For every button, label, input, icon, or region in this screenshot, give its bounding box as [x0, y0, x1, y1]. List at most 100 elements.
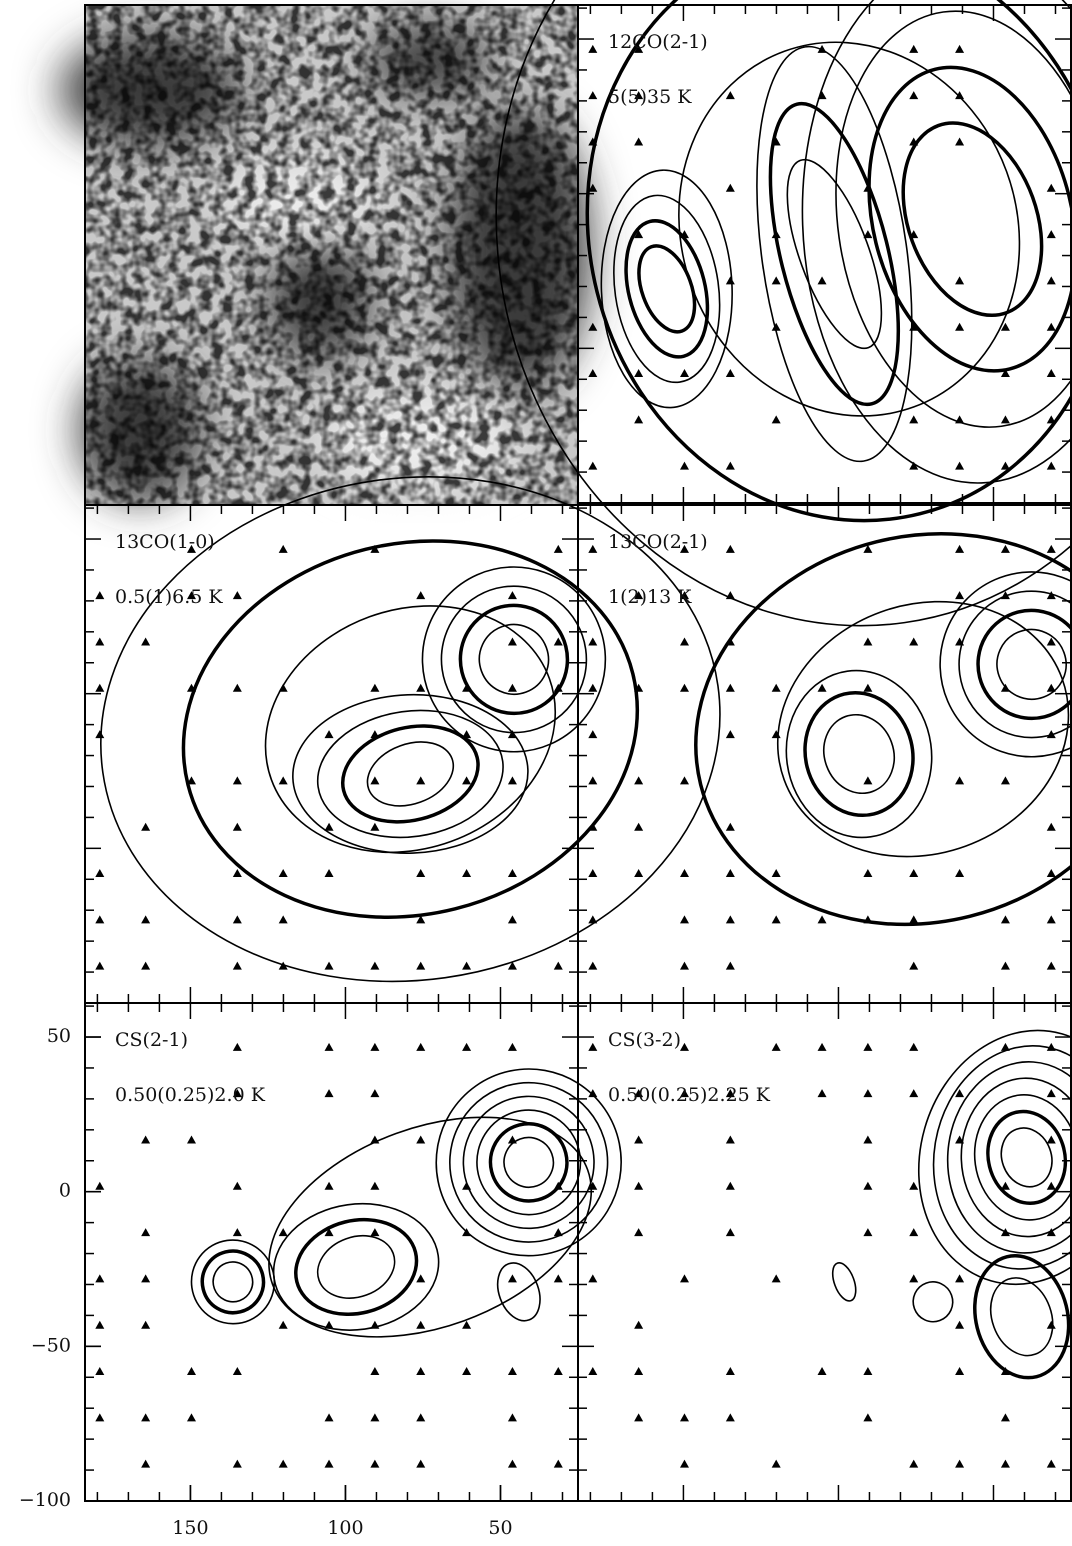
- position-marker: [553, 1367, 563, 1376]
- position-marker: [462, 961, 472, 970]
- position-marker: [1000, 1042, 1010, 1051]
- position-marker: [679, 1274, 689, 1283]
- position-marker: [955, 91, 965, 100]
- position-marker: [141, 1274, 151, 1283]
- position-marker: [232, 1181, 242, 1190]
- position-marker: [186, 1135, 196, 1144]
- position-marker: [588, 869, 598, 878]
- position-marker: [462, 730, 472, 739]
- position-marker: [955, 1274, 965, 1283]
- contour: [488, 1122, 569, 1203]
- contour: [200, 1249, 266, 1315]
- position-marker: [1000, 683, 1010, 692]
- position-marker: [863, 776, 873, 785]
- position-marker: [370, 1320, 380, 1329]
- position-marker: [232, 776, 242, 785]
- position-marker: [370, 1228, 380, 1237]
- contour: [340, 724, 480, 824]
- position-marker: [863, 915, 873, 924]
- position-marker: [955, 322, 965, 331]
- position-marker: [1046, 415, 1056, 424]
- position-marker: [634, 869, 644, 878]
- position-marker: [634, 369, 644, 378]
- position-marker: [679, 683, 689, 692]
- contour: [823, 713, 895, 795]
- position-marker: [679, 369, 689, 378]
- position-marker: [1046, 1089, 1056, 1098]
- position-marker: [725, 683, 735, 692]
- position-marker: [909, 1459, 919, 1468]
- position-marker: [416, 683, 426, 692]
- position-marker: [553, 1459, 563, 1468]
- position-marker: [416, 1459, 426, 1468]
- position-marker: [95, 1413, 105, 1422]
- position-marker: [725, 730, 735, 739]
- position-marker: [863, 1181, 873, 1190]
- position-marker: [817, 1042, 827, 1051]
- position-marker: [634, 1089, 644, 1098]
- position-marker: [416, 591, 426, 600]
- position-marker: [588, 137, 598, 146]
- position-marker: [679, 869, 689, 878]
- position-marker: [771, 322, 781, 331]
- map-panel: 12CO(2-1) 5(5)35 K: [495, 0, 1072, 627]
- position-marker: [679, 915, 689, 924]
- contour: [190, 1239, 276, 1325]
- position-marker: [232, 915, 242, 924]
- position-marker: [462, 869, 472, 878]
- position-marker: [278, 544, 288, 553]
- contour: [986, 1109, 1068, 1206]
- position-marker: [324, 1042, 334, 1051]
- position-marker: [1046, 730, 1056, 739]
- position-marker: [232, 1228, 242, 1237]
- contour: [435, 1068, 622, 1257]
- position-marker: [679, 544, 689, 553]
- position-marker: [370, 1413, 380, 1422]
- position-marker: [771, 915, 781, 924]
- contour: [421, 566, 607, 753]
- position-marker: [1046, 591, 1056, 600]
- position-marker: [462, 1320, 472, 1329]
- map-panel: CS(3-2) 0.50(0.25)2.25 K: [577, 1002, 1072, 1502]
- position-marker: [278, 683, 288, 692]
- position-marker: [416, 1320, 426, 1329]
- position-marker: [817, 91, 827, 100]
- position-marker: [370, 1459, 380, 1468]
- position-marker: [278, 1459, 288, 1468]
- position-marker: [679, 1042, 689, 1051]
- contour: [613, 194, 721, 384]
- contour: [503, 1136, 555, 1189]
- position-marker: [324, 1459, 334, 1468]
- position-marker: [507, 1459, 517, 1468]
- position-marker: [725, 1228, 735, 1237]
- position-marker: [1046, 1459, 1056, 1468]
- position-marker: [588, 1367, 598, 1376]
- position-marker: [725, 822, 735, 831]
- position-marker: [725, 544, 735, 553]
- contour: [786, 158, 883, 350]
- position-marker: [588, 544, 598, 553]
- contour: [803, 690, 915, 818]
- y-tick-label: −100: [19, 1489, 71, 1511]
- position-marker: [416, 1274, 426, 1283]
- position-marker: [1000, 1228, 1010, 1237]
- position-marker: [909, 1181, 919, 1190]
- y-tick-label: −50: [31, 1334, 71, 1356]
- contour: [366, 741, 455, 807]
- position-marker: [679, 1459, 689, 1468]
- position-marker: [679, 1413, 689, 1422]
- position-marker: [141, 961, 151, 970]
- position-marker: [1046, 322, 1056, 331]
- contour: [901, 121, 1044, 318]
- contour: [292, 693, 529, 854]
- contour: [478, 623, 550, 695]
- position-marker: [955, 1320, 965, 1329]
- position-marker: [462, 1228, 472, 1237]
- position-marker: [553, 1181, 563, 1190]
- contour: [272, 1202, 440, 1331]
- position-marker: [725, 915, 735, 924]
- position-marker: [507, 776, 517, 785]
- position-marker: [1000, 415, 1010, 424]
- position-marker: [955, 44, 965, 53]
- position-marker: [1046, 961, 1056, 970]
